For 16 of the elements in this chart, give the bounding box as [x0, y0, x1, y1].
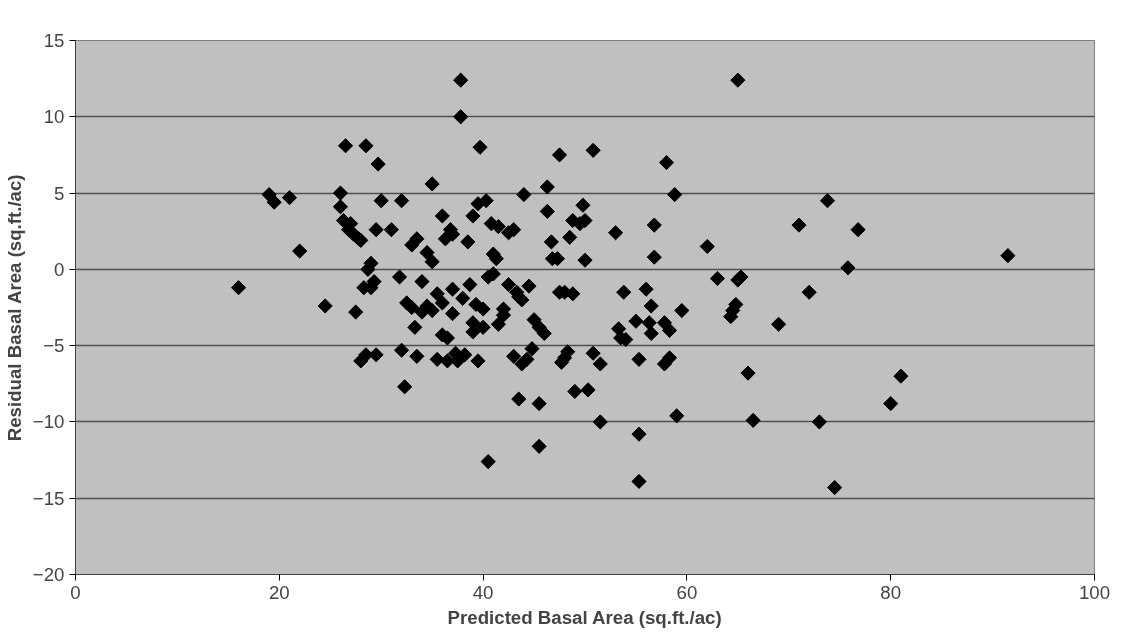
y-tick-label: −15	[32, 487, 65, 509]
y-tick-label: 0	[54, 258, 65, 280]
y-tick-label: −20	[32, 564, 65, 585]
x-tick-label: 100	[1078, 581, 1111, 603]
x-tick-label: 20	[268, 581, 290, 603]
y-tick-label: −10	[32, 411, 65, 433]
x-tick-label: 80	[880, 581, 902, 603]
x-tick-label: 40	[472, 581, 494, 603]
y-tick-label: 15	[43, 30, 65, 51]
y-tick-label: 10	[43, 106, 65, 128]
y-tick-label: 5	[54, 182, 65, 204]
x-tick-label: 60	[676, 581, 698, 603]
x-axis-title: Predicted Basal Area (sq.ft./ac)	[447, 606, 722, 628]
x-tick-label: 0	[70, 581, 81, 603]
y-tick-label: −5	[43, 335, 65, 357]
y-axis-title: Residual Basal Area (sq.ft./ac)	[3, 174, 25, 442]
